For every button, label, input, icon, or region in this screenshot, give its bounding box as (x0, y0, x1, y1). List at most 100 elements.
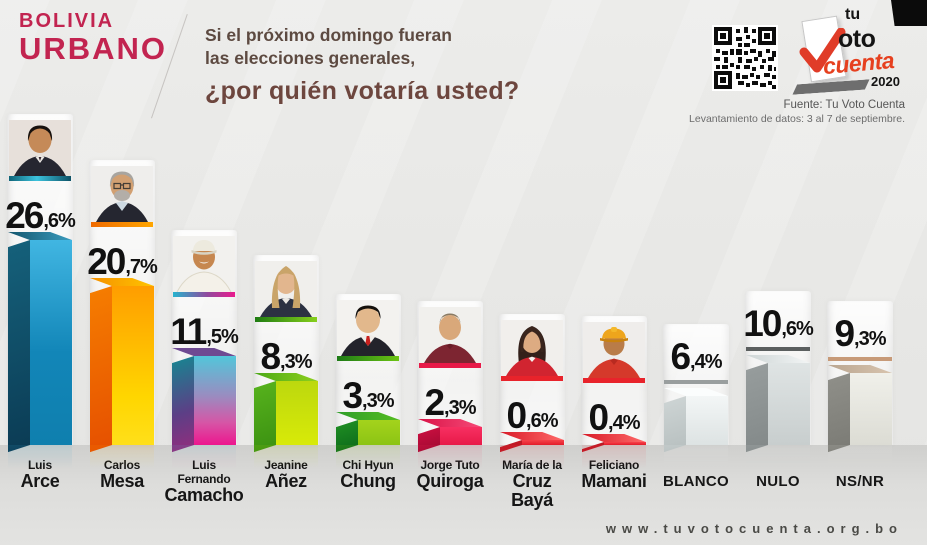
category-label: NULO (756, 473, 800, 490)
bar-reflection (254, 445, 318, 471)
column-pillar: 2,3% (417, 301, 483, 471)
column-pillar: 0,6% (499, 314, 565, 471)
bar-top-face (582, 434, 646, 442)
bar-front-face (358, 420, 400, 445)
party-color-strip (419, 363, 481, 368)
result-bar (746, 355, 810, 471)
column-nsnr: 9,3% NS/NR (826, 115, 894, 510)
bar-front-face (522, 440, 564, 445)
bar-side-face (746, 363, 768, 453)
category-color-strip (746, 347, 810, 351)
question-line2: las elecciones generales, (205, 48, 416, 68)
logo-word-tu: tu (845, 6, 861, 23)
bar-reflection (172, 445, 236, 471)
party-color-strip (9, 176, 71, 181)
bar-reflection (500, 445, 564, 471)
candidate-photo (9, 120, 71, 176)
column-pillar: 0,4% (581, 316, 647, 471)
bar-side-face (8, 240, 30, 453)
percentage-label: 10,6% (743, 302, 814, 344)
result-bar (90, 278, 154, 471)
corner-black-triangle (891, 0, 927, 26)
result-bar (172, 348, 236, 471)
percentage-label: 2,3% (424, 381, 476, 423)
bar-top-face (746, 355, 810, 363)
candidate-name: María de la Cruz Bayá (502, 458, 562, 510)
result-bar (500, 432, 564, 471)
bar-reflection (8, 445, 72, 471)
candidate-photo (255, 261, 317, 317)
percentage-label: 26,6% (5, 194, 76, 236)
bar-front-face (850, 373, 892, 445)
logo-base-banner (792, 79, 871, 94)
floor-surface (0, 445, 927, 545)
column-nulo: 10,6% NULO (743, 115, 814, 510)
percentage-label: 20,7% (87, 240, 158, 282)
source-line1: Fuente: Tu Voto Cuenta (783, 99, 905, 111)
region-title: BOLIVIA URBANO (19, 10, 167, 65)
bar-front-face (686, 396, 728, 445)
column-pillar: 26,6% (5, 114, 76, 471)
candidate-photo (583, 322, 645, 378)
bar-side-face (828, 373, 850, 453)
candidate-name: Chi Hyun Chung (340, 458, 396, 491)
result-bar (8, 232, 72, 471)
percentage-label: 8,3% (260, 335, 312, 377)
category-color-strip (664, 380, 728, 384)
candidate-column-camacho: 11,5% Luis Fernando Camacho (165, 115, 244, 510)
bar-front-face (440, 427, 482, 445)
candidate-photo (91, 166, 153, 222)
bar-top-face (418, 419, 482, 427)
bar-front-face (768, 363, 810, 445)
region-line1: BOLIVIA (19, 10, 115, 32)
bar-reflection (90, 445, 154, 471)
percentage-label: 0,4% (588, 396, 640, 438)
bar-front-face (112, 286, 154, 445)
bar-reflection (418, 445, 482, 471)
party-color-strip (255, 317, 317, 322)
candidate-name: Jorge Tuto Quiroga (416, 458, 484, 491)
tu-voto-cuenta-logo: tu oto cuenta 2020 (792, 6, 912, 100)
result-bar (418, 419, 482, 471)
party-color-strip (583, 378, 645, 383)
candidate-name: Luis Arce (20, 458, 60, 491)
candidate-photo (173, 236, 235, 292)
candidate-photo (419, 307, 481, 363)
bar-side-face (172, 356, 194, 453)
question-line1: Si el próximo domingo fueran (205, 25, 452, 45)
column-blanco: 6,4% BLANCO (662, 115, 730, 510)
source-note: Fuente: Tu Voto Cuenta Levantamiento de … (689, 99, 905, 125)
bar-top-face (8, 232, 72, 240)
bar-reflection (664, 445, 728, 471)
result-bar (582, 434, 646, 471)
bar-side-face (664, 396, 686, 453)
bar-front-face (604, 442, 646, 445)
column-pillar: 10,6% (743, 291, 814, 471)
result-bar (254, 373, 318, 471)
source-line2: Levantamiento de datos: 3 al 7 de septie… (689, 113, 905, 125)
candidate-name: Feliciano Mamani (581, 458, 647, 491)
candidate-photo (501, 320, 563, 376)
result-bar (828, 365, 892, 471)
candidate-column-mesa: 20,7% Carlos Mesa (87, 115, 158, 510)
candidate-column-arce: 26,6% Luis Arce (5, 114, 76, 510)
candidate-name: Jeanine Añez (264, 458, 308, 491)
party-color-strip (173, 292, 235, 297)
bar-reflection (336, 445, 400, 471)
bar-reflection (582, 445, 646, 471)
candidate-column-quiroga: 2,3% Jorge Tuto Quiroga (416, 115, 484, 510)
candidate-name: Luis Fernando Camacho (164, 458, 244, 505)
candidate-photo (337, 300, 399, 356)
percentage-label: 6,4% (670, 335, 722, 377)
column-pillar: 6,4% (663, 324, 729, 471)
bar-top-face (664, 388, 728, 396)
percentage-label: 0,6% (506, 394, 558, 436)
candidate-column-mamani: 0,4% Feliciano Mamani (580, 115, 648, 510)
party-color-strip (91, 222, 153, 227)
candidate-name: Carlos Mesa (100, 458, 144, 491)
column-pillar: 11,5% (170, 230, 239, 471)
party-color-strip (501, 376, 563, 381)
bar-front-face (30, 240, 72, 445)
category-color-strip (828, 357, 892, 361)
bar-top-face (172, 348, 236, 356)
